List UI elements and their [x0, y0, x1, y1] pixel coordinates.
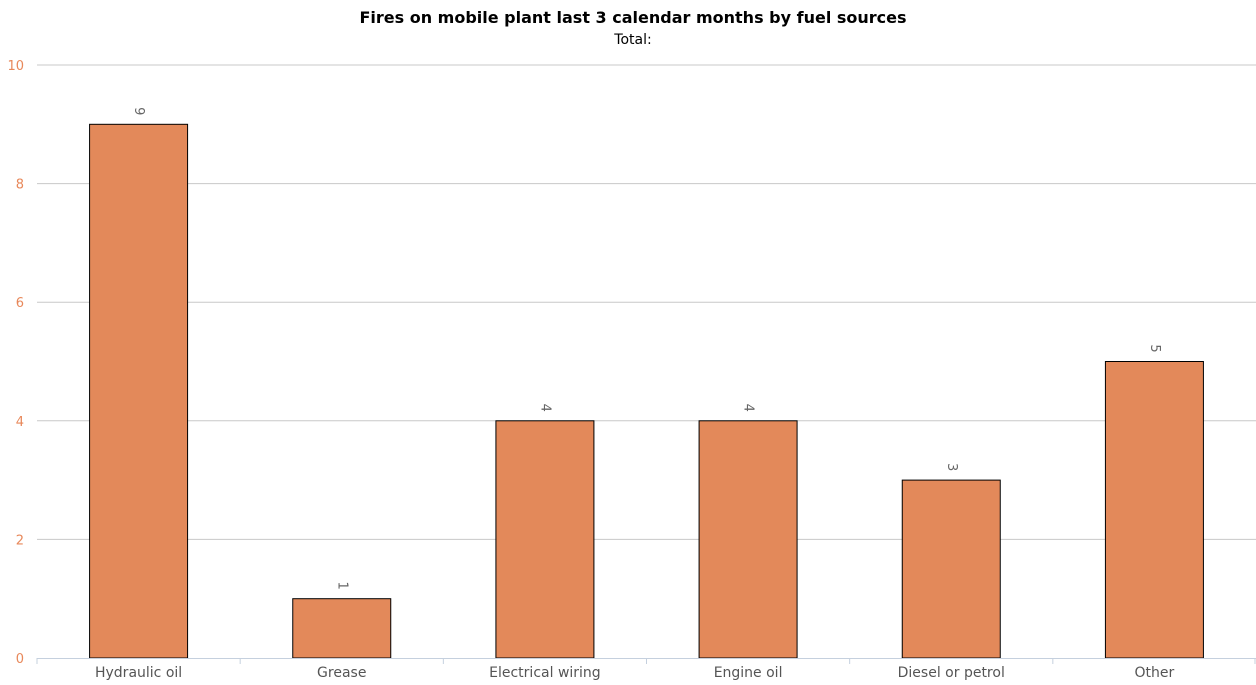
data-label: 5 — [1147, 344, 1162, 352]
bars — [89, 123, 1204, 659]
chart-subtitle: Total: — [614, 32, 652, 48]
bar — [89, 123, 189, 659]
y-tick-label: 10 — [7, 59, 24, 74]
y-tick-label: 4 — [16, 415, 24, 430]
x-tick-label: Grease — [317, 665, 366, 681]
bar — [1104, 361, 1204, 659]
y-tick-label: 0 — [16, 652, 24, 667]
data-label: 4 — [741, 404, 756, 412]
y-axis-ticks: 0 2 4 6 8 10 — [7, 59, 24, 667]
grid-lines — [37, 64, 1256, 540]
data-label: 3 — [944, 463, 959, 471]
x-tick-label: Hydraulic oil — [95, 665, 182, 681]
data-label: 9 — [131, 107, 146, 115]
data-label: 4 — [537, 404, 552, 412]
x-tick-label: Other — [1135, 665, 1175, 681]
y-tick-label: 6 — [16, 296, 24, 311]
data-labels: 9 1 4 4 3 5 — [131, 107, 1162, 590]
bar — [495, 420, 595, 659]
data-label: 1 — [334, 582, 349, 590]
bar — [698, 420, 798, 659]
y-tick-label: 8 — [16, 178, 24, 193]
chart-title: Fires on mobile plant last 3 calendar mo… — [359, 8, 907, 27]
x-tick-label: Electrical wiring — [489, 665, 601, 681]
y-tick-label: 2 — [16, 533, 24, 548]
x-axis-ticks: Hydraulic oil Grease Electrical wiring Engi… — [95, 665, 1175, 681]
x-tick-label: Engine oil — [714, 665, 783, 681]
x-axis — [36, 658, 1256, 664]
bar — [901, 479, 1001, 659]
x-tick-label: Diesel or petrol — [898, 665, 1005, 681]
bar — [292, 598, 392, 659]
